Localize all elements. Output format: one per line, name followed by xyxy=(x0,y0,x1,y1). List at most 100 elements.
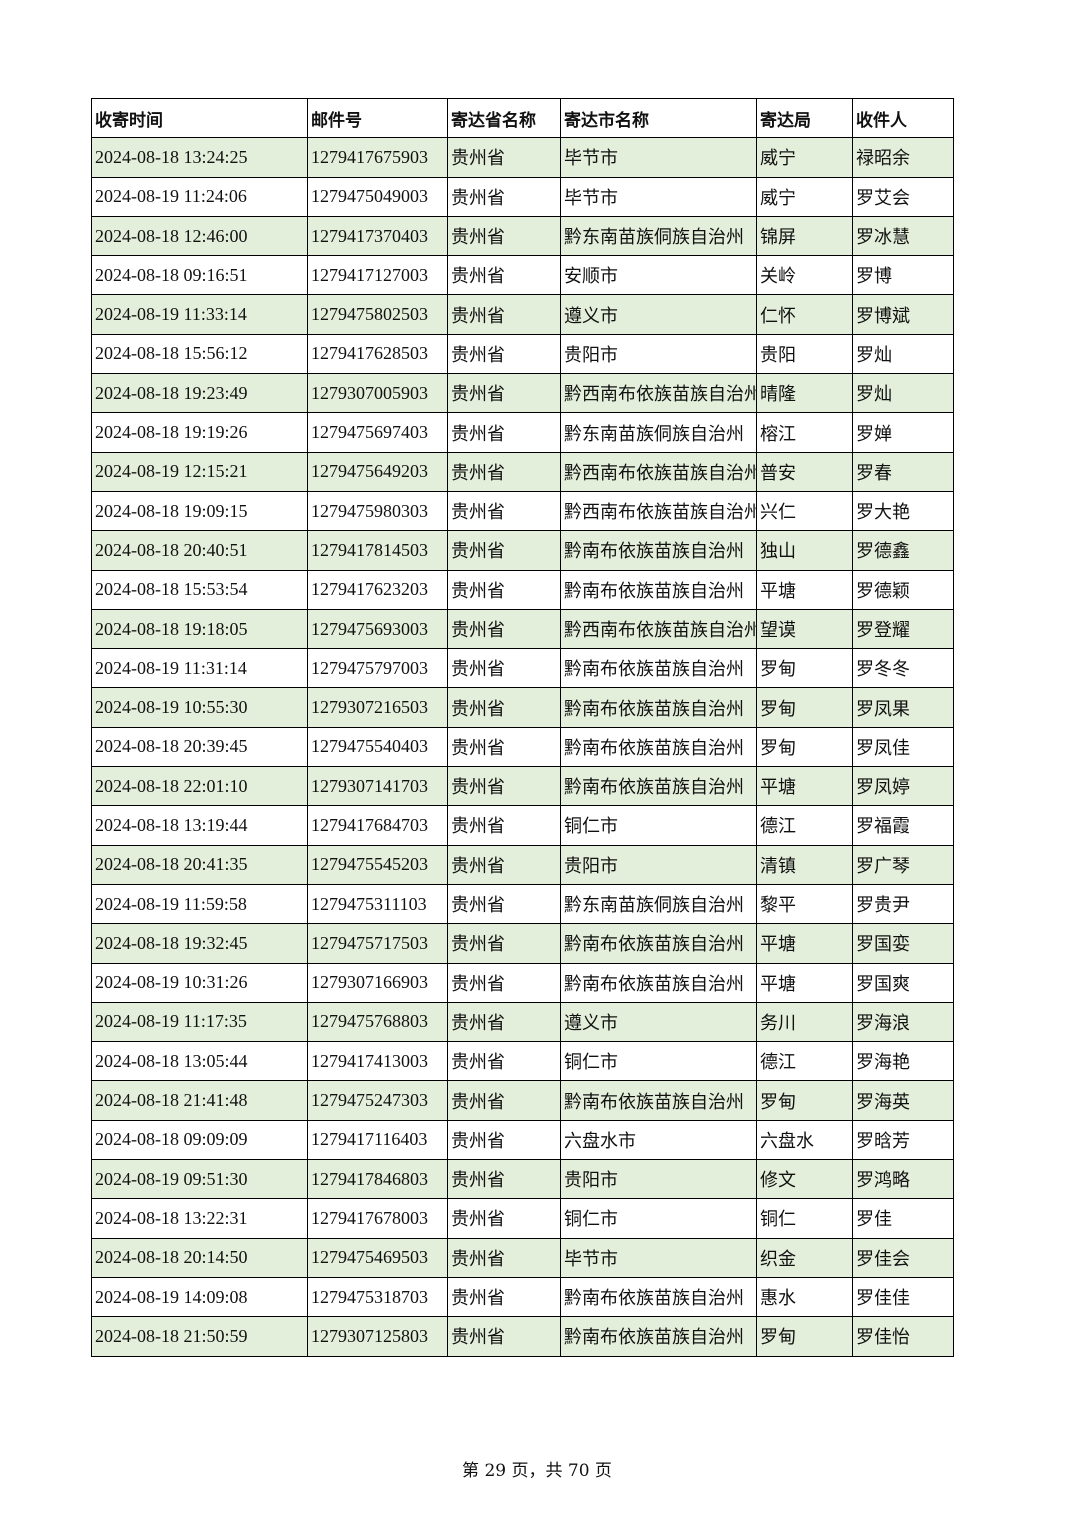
table-row: 2024-08-18 20:41:35 1279475545203 贵州省 贵阳市 清镇… xyxy=(91,844,954,885)
table-cell: 罗佳佳 xyxy=(852,1276,954,1318)
table-cell: 独山 xyxy=(756,530,853,571)
data-table: 收寄时间 邮件号 寄达省名称 寄达市名称 寄达局 收件人 2024-08-18 13:24… xyxy=(91,97,954,1357)
table-cell: 1279475697403 xyxy=(307,412,448,453)
table-row: 2024-08-19 12:15:21 1279475649203 贵州省 黔西南布依… xyxy=(91,451,954,492)
table-row: 2024-08-18 20:39:45 1279475540403 贵州省 黔南布依族… xyxy=(91,726,954,768)
table-cell: 平塘 xyxy=(756,923,853,964)
table-cell: 铜仁市 xyxy=(560,1198,757,1239)
table-cell: 1279475318703 xyxy=(307,1276,448,1318)
table-cell: 罗甸 xyxy=(756,1316,853,1357)
table-cell: 黔东南苗族侗族自治州 xyxy=(560,215,757,257)
table-cell: 罗甸 xyxy=(756,648,853,689)
table-cell: 仁怀 xyxy=(756,294,853,335)
table-cell: 贵州省 xyxy=(447,608,561,650)
table-cell: 榕江 xyxy=(756,412,853,453)
table-cell: 罗冬冬 xyxy=(852,648,954,689)
table-cell: 黔南布依族苗族自治州 xyxy=(560,1276,757,1318)
table-cell: 兴仁 xyxy=(756,490,853,532)
table-cell: 贵阳市 xyxy=(560,844,757,885)
table-row: 2024-08-18 19:09:15 1279475980303 贵州省 黔西南布依… xyxy=(91,490,954,532)
table-cell: 2024-08-19 11:17:35 xyxy=(91,1001,308,1043)
table-cell: 罗佳怡 xyxy=(852,1316,954,1357)
table-cell: 2024-08-19 14:09:08 xyxy=(91,1276,308,1318)
table-cell: 黔南布依族苗族自治州 xyxy=(560,648,757,689)
table-cell: 2024-08-18 09:09:09 xyxy=(91,1119,308,1161)
table-cell: 2024-08-18 09:16:51 xyxy=(91,255,308,296)
table-cell: 罗海浪 xyxy=(852,1001,954,1043)
table-cell: 2024-08-18 19:23:49 xyxy=(91,373,308,414)
header-cell: 寄达市名称 xyxy=(560,97,757,139)
table-cell: 罗鸿略 xyxy=(852,1159,954,1200)
table-cell: 贵州省 xyxy=(447,333,561,375)
table-row: 2024-08-18 22:01:10 1279307141703 贵州省 黔南布依族… xyxy=(91,766,954,807)
table-cell: 黔南布依族苗族自治州 xyxy=(560,962,757,1003)
table-row: 2024-08-18 13:19:44 1279417684703 贵州省 铜仁市 德江… xyxy=(91,805,954,846)
table-cell: 德江 xyxy=(756,805,853,846)
table-cell: 贵州省 xyxy=(447,490,561,532)
table-cell: 贵州省 xyxy=(447,844,561,885)
table-cell: 罗海英 xyxy=(852,1080,954,1121)
table-cell: 贵州省 xyxy=(447,1041,561,1082)
table-row: 2024-08-18 19:23:49 1279307005903 贵州省 黔西南布依… xyxy=(91,373,954,414)
table-row: 2024-08-18 12:46:00 1279417370403 贵州省 黔东南苗族… xyxy=(91,215,954,257)
table-cell: 毕节市 xyxy=(560,137,757,178)
table-cell: 2024-08-18 13:22:31 xyxy=(91,1198,308,1239)
table-cell: 1279475247303 xyxy=(307,1080,448,1121)
table-cell: 1279417127003 xyxy=(307,255,448,296)
table-cell: 罗海艳 xyxy=(852,1041,954,1082)
table-cell: 1279307141703 xyxy=(307,766,448,807)
table-row: 2024-08-19 11:24:06 1279475049003 贵州省 毕节市 威宁… xyxy=(91,176,954,217)
table-cell: 1279475311103 xyxy=(307,883,448,925)
table-cell: 平塘 xyxy=(756,569,853,610)
table-cell: 罗凤果 xyxy=(852,687,954,728)
page-footer: 第 29 页，共 70 页 xyxy=(462,1461,612,1481)
table-cell: 黔西南布依族苗族自治州 xyxy=(560,373,757,414)
table-cell: 2024-08-18 20:39:45 xyxy=(91,726,308,768)
table-cell: 2024-08-18 22:01:10 xyxy=(91,766,308,807)
table-cell: 1279475693003 xyxy=(307,608,448,650)
table-cell: 黔东南苗族侗族自治州 xyxy=(560,883,757,925)
table-cell: 1279475797003 xyxy=(307,648,448,689)
table-row: 2024-08-19 11:17:35 1279475768803 贵州省 遵义市 务川… xyxy=(91,1001,954,1043)
table-cell: 罗甸 xyxy=(756,687,853,728)
table-cell: 2024-08-19 10:55:30 xyxy=(91,687,308,728)
table-cell: 1279417678003 xyxy=(307,1198,448,1239)
table-cell: 2024-08-18 19:09:15 xyxy=(91,490,308,532)
table-cell: 黔南布依族苗族自治州 xyxy=(560,569,757,610)
table-cell: 1279475649203 xyxy=(307,451,448,492)
table-cell: 贵州省 xyxy=(447,1237,561,1278)
table-cell: 务川 xyxy=(756,1001,853,1043)
table-cell: 1279417846803 xyxy=(307,1159,448,1200)
table-cell: 黔南布依族苗族自治州 xyxy=(560,687,757,728)
table-cell: 2024-08-18 13:24:25 xyxy=(91,137,308,178)
table-cell: 1279307125803 xyxy=(307,1316,448,1357)
table-cell: 织金 xyxy=(756,1237,853,1278)
table-cell: 2024-08-19 12:15:21 xyxy=(91,451,308,492)
table-cell: 罗佳会 xyxy=(852,1237,954,1278)
table-cell: 2024-08-19 10:31:26 xyxy=(91,962,308,1003)
table-cell: 威宁 xyxy=(756,176,853,217)
table-cell: 惠水 xyxy=(756,1276,853,1318)
header-row: 收寄时间 邮件号 寄达省名称 寄达市名称 寄达局 收件人 xyxy=(91,97,954,139)
table-row: 2024-08-18 09:09:09 1279417116403 贵州省 六盘水市六… xyxy=(91,1119,954,1161)
table-cell: 贵州省 xyxy=(447,1159,561,1200)
table-cell: 2024-08-18 19:18:05 xyxy=(91,608,308,650)
table-cell: 贵州省 xyxy=(447,648,561,689)
table-cell: 贵州省 xyxy=(447,766,561,807)
table-cell: 罗德鑫 xyxy=(852,530,954,571)
table-cell: 1279417413003 xyxy=(307,1041,448,1082)
table-row: 2024-08-18 13:24:25 1279417675903 贵州省 毕节市 威宁… xyxy=(91,137,954,178)
table-cell: 贵州省 xyxy=(447,530,561,571)
table-cell: 罗甸 xyxy=(756,726,853,768)
table-cell: 贵州省 xyxy=(447,569,561,610)
header-cell: 邮件号 xyxy=(307,97,448,139)
table-cell: 罗佳 xyxy=(852,1198,954,1239)
table-cell: 罗福霞 xyxy=(852,805,954,846)
table-cell: 贵州省 xyxy=(447,805,561,846)
table-row: 2024-08-18 20:40:51 1279417814503 贵州省 黔南布依族… xyxy=(91,530,954,571)
table-cell: 2024-08-18 20:14:50 xyxy=(91,1237,308,1278)
table-cell: 1279475802503 xyxy=(307,294,448,335)
table-row: 2024-08-18 09:16:51 1279417127003 贵州省 安顺市 关岭… xyxy=(91,255,954,296)
table-cell: 罗灿 xyxy=(852,373,954,414)
table-cell: 贵州省 xyxy=(447,1001,561,1043)
